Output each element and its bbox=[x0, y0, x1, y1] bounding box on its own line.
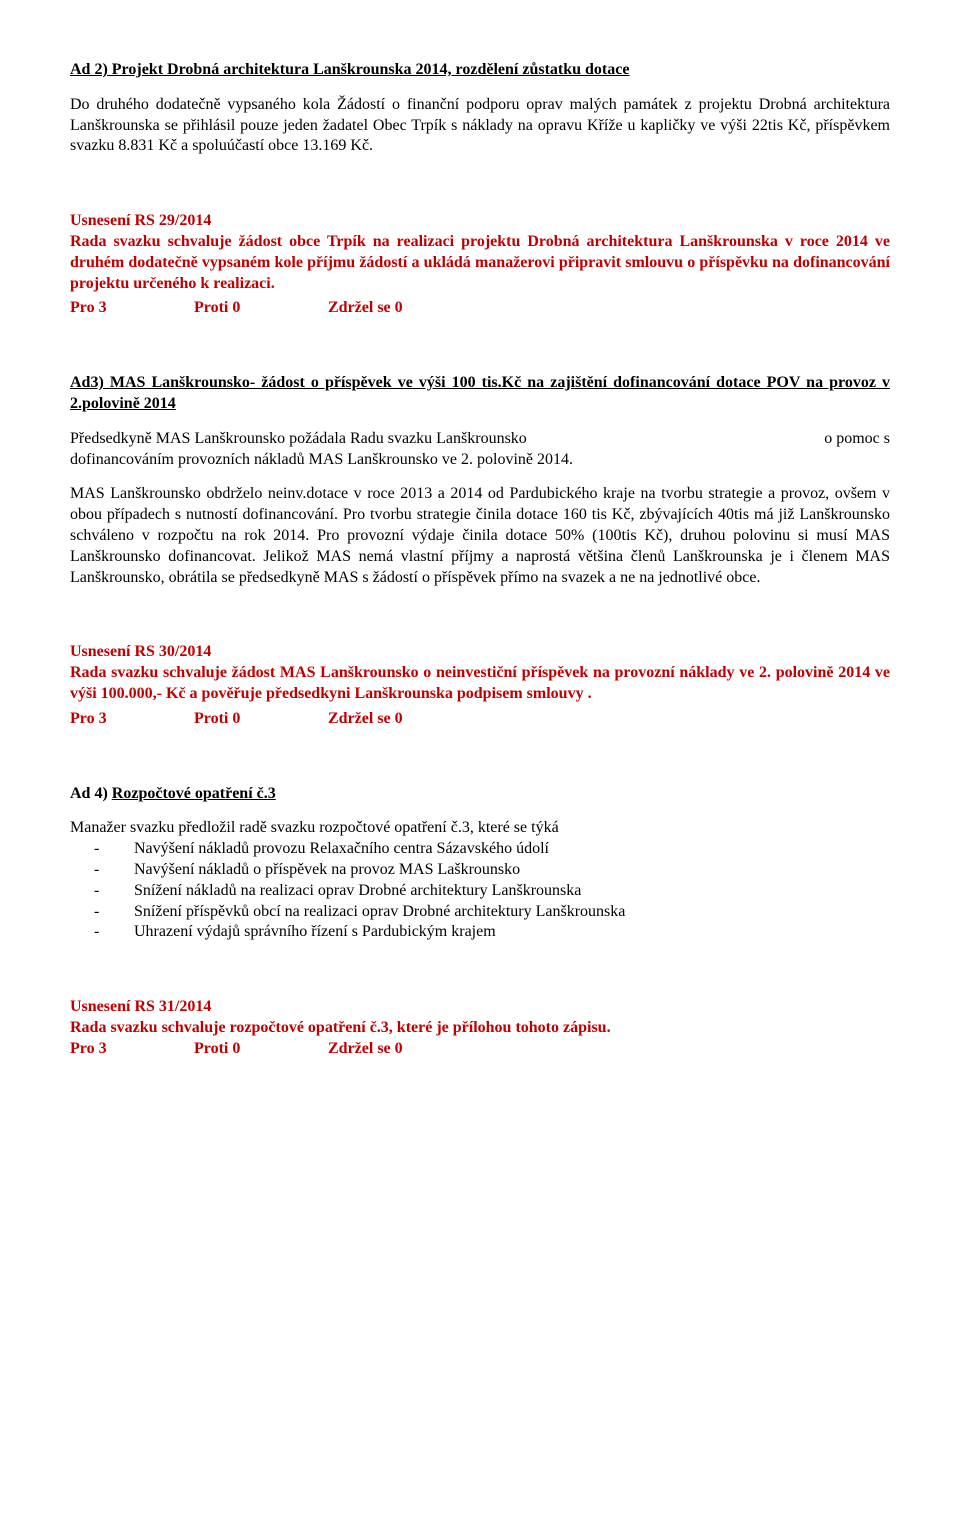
res30-vote: Pro 3 Proti 0 Zdržel se 0 bbox=[70, 709, 890, 730]
spacer bbox=[70, 602, 890, 642]
ad3-para1-right: o pomoc s bbox=[824, 429, 890, 450]
ad4-heading-underline: Rozpočtové opatření č.3 bbox=[112, 785, 276, 802]
res30-title: Usnesení RS 30/2014 bbox=[70, 642, 890, 663]
list-dash: - bbox=[70, 839, 134, 860]
res29-body: Rada svazku schvaluje žádost obce Trpík … bbox=[70, 232, 890, 294]
spacer bbox=[70, 171, 890, 211]
list-text: Navýšení nákladů o příspěvek na provoz M… bbox=[134, 860, 890, 881]
list-text: Snížení příspěvků obcí na realizaci opra… bbox=[134, 902, 890, 923]
res31-body: Rada svazku schvaluje rozpočtové opatřen… bbox=[70, 1018, 890, 1039]
res31-title: Usnesení RS 31/2014 bbox=[70, 997, 890, 1018]
list-text: Snížení nákladů na realizaci oprav Drobn… bbox=[134, 881, 890, 902]
res29-vote-zdrzel: Zdržel se 0 bbox=[328, 298, 403, 319]
list-dash: - bbox=[70, 860, 134, 881]
res30-vote-proti: Proti 0 bbox=[194, 709, 324, 730]
res29-vote-pro: Pro 3 bbox=[70, 298, 190, 319]
res29-vote-proti: Proti 0 bbox=[194, 298, 324, 319]
ad3-para1-line1: Předsedkyně MAS Lanškrounsko požádala Ra… bbox=[70, 429, 890, 450]
spacer bbox=[70, 943, 890, 997]
spacer bbox=[70, 319, 890, 373]
list-item: - Snížení příspěvků obcí na realizaci op… bbox=[70, 902, 890, 923]
ad3-para1-cont: dofinancováním provozních nákladů MAS La… bbox=[70, 450, 890, 471]
ad3-para2: MAS Lanškrounsko obdrželo neinv.dotace v… bbox=[70, 484, 890, 588]
ad4-heading: Ad 4) Rozpočtové opatření č.3 bbox=[70, 784, 890, 805]
list-item: - Navýšení nákladů o příspěvek na provoz… bbox=[70, 860, 890, 881]
ad4-intro: Manažer svazku předložil radě svazku roz… bbox=[70, 818, 890, 839]
res31-vote-proti: Proti 0 bbox=[194, 1039, 324, 1060]
ad4-heading-prefix: Ad 4) bbox=[70, 785, 112, 802]
res31-vote: Pro 3 Proti 0 Zdržel se 0 bbox=[70, 1039, 890, 1060]
res30-vote-zdrzel: Zdržel se 0 bbox=[328, 709, 403, 730]
ad3-heading: Ad3) MAS Lanškrounsko- žádost o příspěve… bbox=[70, 373, 890, 415]
ad2-heading: Ad 2) Projekt Drobná architektura Lanškr… bbox=[70, 60, 890, 81]
ad2-para1: Do druhého dodatečně vypsaného kola Žádo… bbox=[70, 95, 890, 157]
res30-body: Rada svazku schvaluje žádost MAS Lanškro… bbox=[70, 663, 890, 705]
list-item: - Snížení nákladů na realizaci oprav Dro… bbox=[70, 881, 890, 902]
list-dash: - bbox=[70, 881, 134, 902]
res31-vote-pro: Pro 3 bbox=[70, 1039, 190, 1060]
list-dash: - bbox=[70, 922, 134, 943]
res31-vote-zdrzel: Zdržel se 0 bbox=[328, 1039, 403, 1060]
ad4-list: - Navýšení nákladů provozu Relaxačního c… bbox=[70, 839, 890, 943]
list-text: Navýšení nákladů provozu Relaxačního cen… bbox=[134, 839, 890, 860]
list-dash: - bbox=[70, 902, 134, 923]
res29-title: Usnesení RS 29/2014 bbox=[70, 211, 890, 232]
list-text: Uhrazení výdajů správního řízení s Pardu… bbox=[134, 922, 890, 943]
res29-vote: Pro 3 Proti 0 Zdržel se 0 bbox=[70, 298, 890, 319]
list-item: - Navýšení nákladů provozu Relaxačního c… bbox=[70, 839, 890, 860]
spacer bbox=[70, 730, 890, 784]
res30-vote-pro: Pro 3 bbox=[70, 709, 190, 730]
ad3-para1-left: Předsedkyně MAS Lanškrounsko požádala Ra… bbox=[70, 429, 527, 450]
list-item: - Uhrazení výdajů správního řízení s Par… bbox=[70, 922, 890, 943]
